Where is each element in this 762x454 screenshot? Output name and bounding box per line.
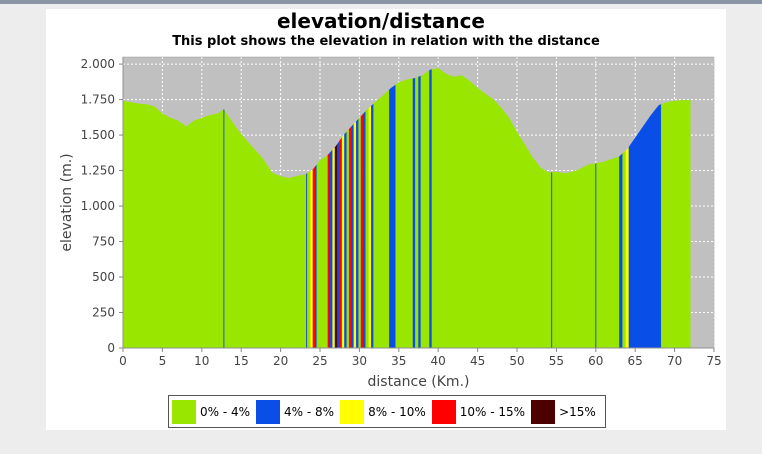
y-tick-label: 1.000 xyxy=(81,199,115,213)
x-tick-label: 5 xyxy=(159,354,167,368)
x-tick-label: 45 xyxy=(470,354,485,368)
x-tick-label: 25 xyxy=(312,354,327,368)
elevation-segment xyxy=(661,100,691,349)
window-top-border xyxy=(0,0,762,4)
elevation-segment xyxy=(348,126,352,349)
elevation-segment xyxy=(395,78,414,349)
legend-item: 0% - 4% xyxy=(172,399,251,424)
elevation-segment xyxy=(368,105,372,349)
y-tick-label: 500 xyxy=(92,270,115,284)
x-tick-label: 65 xyxy=(628,354,643,368)
elevation-segment xyxy=(418,75,422,349)
elevation-segment xyxy=(341,133,345,349)
elevation-segment xyxy=(619,153,623,349)
legend-label: 4% - 8% xyxy=(284,404,335,419)
elevation-segment xyxy=(628,104,662,349)
elevation-segment xyxy=(625,146,630,349)
elevation-segment xyxy=(389,84,396,349)
legend-swatch xyxy=(531,399,556,424)
y-tick-label: 250 xyxy=(92,306,115,320)
legend-label: 10% - 15% xyxy=(459,404,526,419)
elevation-segment xyxy=(429,69,433,349)
elevation-segment xyxy=(415,76,419,349)
legend-item: 8% - 10% xyxy=(340,399,426,424)
x-tick-label: 40 xyxy=(431,354,446,368)
legend-swatch xyxy=(172,399,196,424)
elevation-segment xyxy=(122,100,311,349)
y-axis-label: elevation (m.) xyxy=(59,153,75,251)
elevation-segment xyxy=(337,140,340,349)
elevation-segment xyxy=(332,146,336,349)
legend-label: 8% - 10% xyxy=(368,404,426,419)
elevation-segment xyxy=(351,123,355,349)
legend-label: >15% xyxy=(559,404,596,419)
x-tick-label: 0 xyxy=(119,354,127,368)
elevation-segment xyxy=(316,154,329,349)
x-tick-label: 10 xyxy=(194,354,209,368)
x-tick-label: 30 xyxy=(352,354,367,368)
x-tick-label: 15 xyxy=(234,354,249,368)
x-tick-label: 20 xyxy=(273,354,288,368)
elevation-segment xyxy=(344,131,347,349)
elevation-segment xyxy=(358,115,362,349)
legend-swatch xyxy=(340,399,365,424)
x-axis-label: distance (Km.) xyxy=(368,374,470,390)
y-tick-label: 1.750 xyxy=(81,93,115,107)
elevation-segment xyxy=(371,103,374,349)
elevation-segment xyxy=(360,113,364,349)
legend-item: 4% - 8% xyxy=(256,399,335,424)
elevation-segment xyxy=(327,151,331,349)
plot-border xyxy=(122,56,715,349)
legend-item: 10% - 15% xyxy=(431,399,526,424)
elevation-segment xyxy=(315,164,318,349)
elevation-segment xyxy=(310,168,314,349)
legend-item: >15% xyxy=(531,399,596,424)
elevation-segment xyxy=(330,149,333,349)
x-tick-label: 60 xyxy=(588,354,603,368)
y-tick-label: 0 xyxy=(107,341,115,355)
elevation-segment xyxy=(622,150,626,349)
elevation-segment xyxy=(365,107,370,349)
elevation-segment xyxy=(334,143,338,349)
elevation-segment xyxy=(356,118,359,349)
x-tick-label: 50 xyxy=(509,354,524,368)
chart-title: elevation/distance xyxy=(276,9,485,33)
elevation-segment xyxy=(339,136,343,349)
legend-swatch xyxy=(431,399,456,424)
chart-legend: 0% - 4% 4% - 8% 8% - 10% 10% - 15% >15% xyxy=(168,395,606,428)
x-tick-label: 70 xyxy=(667,354,682,368)
y-tick-label: 1.500 xyxy=(81,128,115,142)
legend-swatch xyxy=(256,399,281,424)
x-tick-label: 55 xyxy=(549,354,564,368)
elevation-segment xyxy=(373,89,390,349)
elevation-segment xyxy=(412,77,416,349)
elevation-segment xyxy=(353,120,357,349)
legend-label: 0% - 4% xyxy=(200,404,251,419)
y-tick-label: 2.000 xyxy=(81,57,115,71)
x-tick-label: 35 xyxy=(391,354,406,368)
chart-subtitle: This plot shows the elevation in relatio… xyxy=(172,34,600,49)
elevation-segment xyxy=(346,128,350,349)
y-tick-label: 1.250 xyxy=(81,164,115,178)
elevation-segment xyxy=(363,110,366,349)
elevation-segment xyxy=(431,68,620,349)
x-tick-label: 75 xyxy=(706,354,721,368)
y-tick-label: 750 xyxy=(92,235,115,249)
elevation-segment xyxy=(420,69,430,349)
elevation-segment xyxy=(312,166,316,349)
